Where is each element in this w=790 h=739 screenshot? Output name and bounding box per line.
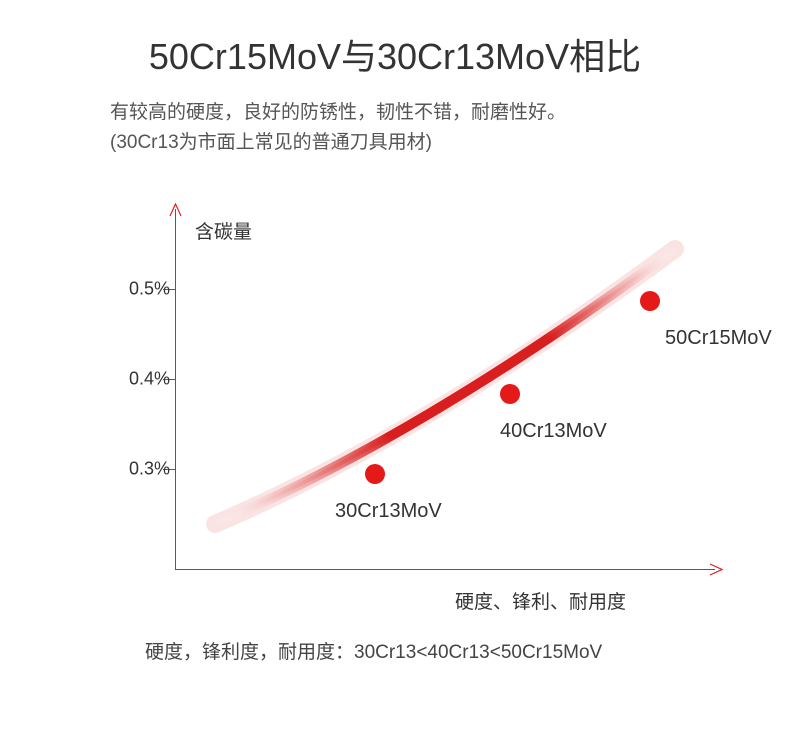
data-point-label: 40Cr13MoV (500, 420, 607, 443)
x-axis-arrow-icon (709, 563, 723, 576)
x-axis-title: 硬度、锋利、耐用度 (455, 587, 626, 614)
subtitle-line-2: (30Cr13为市面上常见的普通刀具用材) (110, 128, 740, 158)
data-point-40Cr13MoV (500, 384, 520, 404)
chart: 含碳量 0.5%0.4%0.3% 30Cr13MoV40Cr13MoV50Cr1… (95, 209, 735, 609)
subtitle: 有较高的硬度，良好的防锈性，韧性不错，耐磨性好。 (30Cr13为市面上常见的普… (110, 98, 740, 159)
data-point-50Cr15MoV (640, 291, 660, 311)
subtitle-line-1: 有较高的硬度，良好的防锈性，韧性不错，耐磨性好。 (110, 98, 740, 128)
curve-line (175, 209, 715, 569)
y-tick-label: 0.5% (129, 278, 170, 299)
y-tick-label: 0.4% (129, 368, 170, 389)
y-axis-title: 含碳量 (195, 217, 252, 244)
y-tick-label: 0.3% (129, 458, 170, 479)
y-axis-arrow-icon (169, 203, 182, 217)
data-point-label: 30Cr13MoV (335, 500, 442, 523)
data-point-label: 50Cr15MoV (665, 327, 772, 350)
page-title: 50Cr15MoV与30Cr13MoV相比 (50, 28, 740, 80)
x-axis (175, 569, 715, 570)
footer-text: 硬度，锋利度，耐用度：30Cr13<40Cr13<50Cr15MoV (145, 637, 740, 664)
data-point-30Cr13MoV (365, 464, 385, 484)
y-axis (175, 209, 176, 569)
